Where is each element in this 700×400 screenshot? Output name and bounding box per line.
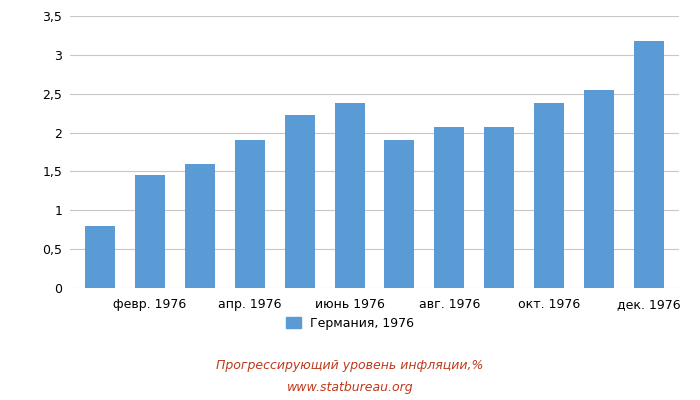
Bar (534, 103, 564, 288)
Text: Прогрессирующий уровень инфляции,%: Прогрессирующий уровень инфляции,% (216, 360, 484, 372)
Bar (634, 41, 664, 288)
Legend: Германия, 1976: Германия, 1976 (286, 317, 414, 330)
Bar (484, 127, 514, 288)
Bar (384, 140, 414, 288)
Bar (335, 103, 365, 288)
Bar (435, 127, 464, 288)
Text: www.statbureau.org: www.statbureau.org (287, 382, 413, 394)
Bar (234, 140, 265, 288)
Bar (85, 226, 115, 288)
Bar (185, 164, 215, 288)
Bar (285, 115, 314, 288)
Bar (135, 175, 164, 288)
Bar (584, 90, 614, 288)
